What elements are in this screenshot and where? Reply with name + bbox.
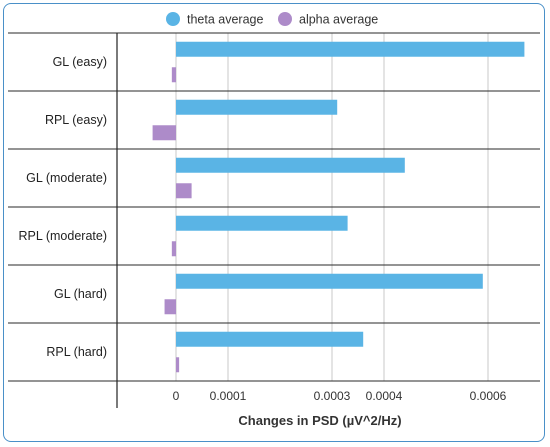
category-label: GL (moderate)	[26, 171, 107, 185]
theta-bar	[176, 157, 405, 173]
category-rows: GL (easy) RPL (easy) GL (moderate) RPL (mod…	[8, 32, 540, 408]
legend-label-alpha: alpha average	[299, 13, 378, 27]
category-label: GL (hard)	[54, 287, 107, 301]
legend-swatch-alpha	[278, 12, 292, 26]
theta-bar	[176, 99, 338, 115]
legend-swatch-theta	[166, 12, 180, 26]
theta-bar	[176, 331, 364, 347]
x-tick-label: 0	[173, 389, 180, 403]
alpha-bar	[171, 241, 176, 257]
alpha-bar	[176, 357, 180, 373]
category-label: RPL (easy)	[45, 113, 107, 127]
x-tick-label: 0.0006	[470, 389, 507, 403]
x-tick-label: 0.0001	[210, 389, 247, 403]
alpha-bar	[171, 67, 176, 83]
category-label: RPL (moderate)	[19, 229, 107, 243]
x-tick-label: 0.0003	[314, 389, 351, 403]
x-tick-label: 0.0004	[366, 389, 403, 403]
category-label: GL (easy)	[53, 55, 107, 69]
alpha-bar	[152, 125, 176, 141]
theta-bar	[176, 273, 483, 289]
category-label: RPL (hard)	[46, 345, 107, 359]
bars	[152, 41, 525, 373]
theta-bar	[176, 215, 348, 231]
alpha-bar	[164, 299, 176, 315]
legend-label-theta: theta average	[187, 13, 263, 27]
x-axis-label: Changes in PSD (µV^2/Hz)	[238, 413, 401, 428]
legend: theta average alpha average	[166, 12, 378, 27]
theta-bar	[176, 41, 525, 57]
x-tick-labels: 0 0.0001 0.0003 0.0004 0.0006	[173, 389, 507, 403]
alpha-bar	[176, 183, 192, 199]
